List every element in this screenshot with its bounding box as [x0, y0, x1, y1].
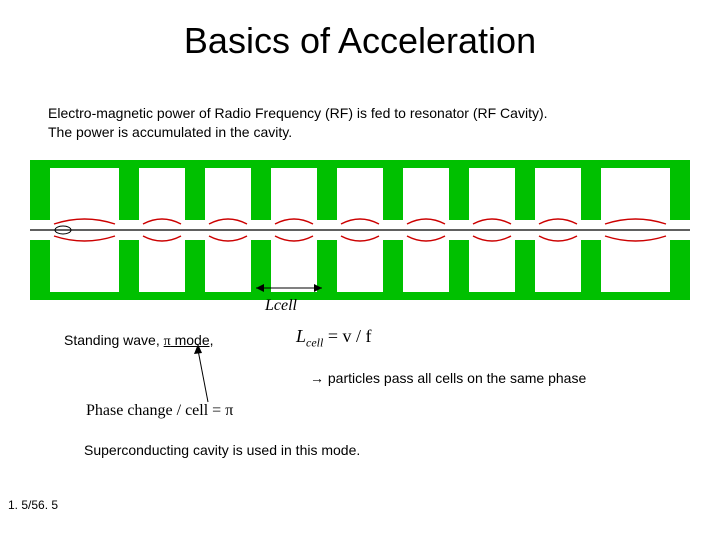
- lcell-formula: Lcell = v / f: [296, 326, 372, 351]
- intro-text: Electro-magnetic power of Radio Frequenc…: [48, 104, 678, 142]
- superconducting-text: Superconducting cavity is used in this m…: [84, 442, 360, 458]
- cavity-diagram: [30, 160, 690, 300]
- lcell-sub: cell: [306, 336, 323, 350]
- intro-line-1: Electro-magnetic power of Radio Frequenc…: [48, 105, 548, 121]
- arrow-text: → particles pass all cells on the same p…: [310, 370, 586, 386]
- particles-pass-text: → particles pass all cells on the same p…: [310, 370, 586, 386]
- standing-prefix: Standing wave,: [64, 332, 164, 348]
- intro-line-2: The power is accumulated in the cavity.: [48, 124, 292, 140]
- phase-change-formula: Phase change / cell = π: [86, 402, 233, 420]
- slide-number: 1. 5/56. 5: [8, 498, 58, 512]
- pointer-arrow: [188, 344, 228, 406]
- pi-symbol: π: [164, 334, 171, 349]
- lcell-rhs: = v / f: [323, 326, 371, 346]
- slide-title: Basics of Acceleration: [0, 20, 720, 62]
- lcell-label: Lcell: [265, 297, 297, 315]
- lcell-L: L: [296, 326, 306, 346]
